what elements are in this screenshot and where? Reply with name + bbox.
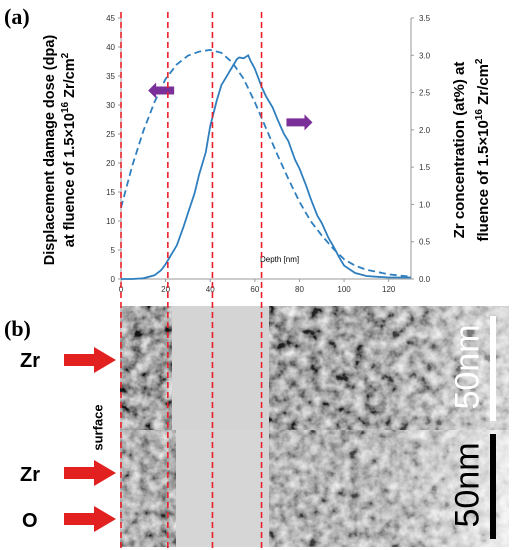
y-tick-label-right: 3.0 xyxy=(419,51,431,60)
red-arrow-zr-2 xyxy=(64,460,116,486)
ylabel-left-line2: at fluence of 1.5×10 xyxy=(62,113,78,247)
y-tick-label-left: 5 xyxy=(111,246,116,255)
y-tick-label-right: 2.0 xyxy=(419,126,431,135)
y-tick-label-left: 30 xyxy=(106,101,115,110)
ylabel-left-line1: Displacement damage dose (dpa) xyxy=(42,35,58,266)
y-ticks-right: 0.0 0.5 1.0 1.5 2.0 2.5 3.0 3.5 xyxy=(411,14,431,284)
x-tick-label: 60 xyxy=(250,285,259,294)
x-tick-label: 100 xyxy=(337,285,351,294)
x-tick-label: 40 xyxy=(206,285,215,294)
svg-text:Zr concentration (at%) at: Zr concentration (at%) at xyxy=(451,62,468,239)
red-arrows xyxy=(64,347,116,532)
ylabel-right-exp2: 2 xyxy=(474,58,485,64)
x-tick-label: 80 xyxy=(295,285,304,294)
ylabel-left-unit: Zr/cm xyxy=(62,58,78,102)
plot-area xyxy=(121,18,411,279)
label-zr-1: Zr xyxy=(20,350,40,372)
x-ticks: 0 20 40 60 80 100 120 xyxy=(119,279,396,294)
ylabel-left-exp2: 2 xyxy=(60,52,71,58)
ylabel-right-line2: fluence of 1.5×10 xyxy=(475,120,492,241)
panel-label-b: (b) xyxy=(4,316,31,341)
ylabel-right-exp: 16 xyxy=(474,109,485,121)
svg-text:fluence of 1.5×1016 Zr/cm2: fluence of 1.5×1016 Zr/cm2 xyxy=(474,58,492,241)
label-zr-2: Zr xyxy=(20,464,40,486)
red-arrow-zr-1 xyxy=(64,347,116,373)
y-tick-label-left: 10 xyxy=(106,217,115,226)
x-tick-label: 20 xyxy=(161,285,170,294)
y-tick-label-right: 1.5 xyxy=(419,163,431,172)
x-tick-label: 120 xyxy=(382,285,396,294)
y-tick-label-left: 40 xyxy=(106,43,115,52)
svg-text:Displacement damage dose (dpa): Displacement damage dose (dpa) xyxy=(42,35,58,266)
y-tick-label-left: 20 xyxy=(106,159,115,168)
x-tick-label: 0 xyxy=(119,285,124,294)
ylabel-right-line1: Zr concentration (at%) at xyxy=(451,62,468,239)
tem-micrograph-top xyxy=(120,306,509,430)
y-tick-label-left: 35 xyxy=(106,72,115,81)
y-tick-label-right: 0.0 xyxy=(419,275,431,284)
red-arrow-o xyxy=(64,506,116,532)
x-axis-title: Depth [nm] xyxy=(260,255,299,264)
y-tick-label-left: 45 xyxy=(106,14,115,23)
y-tick-label-right: 2.5 xyxy=(419,89,431,98)
ylabel-left-exp: 16 xyxy=(60,101,71,113)
series-line-dpa xyxy=(120,48,412,278)
svg-text:at fluence of 1.5×1016 Zr/cm2: at fluence of 1.5×1016 Zr/cm2 xyxy=(60,52,78,247)
series-line-zr-concentration xyxy=(121,53,411,280)
y-tick-label-right: 0.5 xyxy=(419,238,431,247)
scale-bar-top xyxy=(490,316,496,421)
amorphous-band xyxy=(172,306,269,430)
y-tick-label-left: 25 xyxy=(106,130,115,139)
y-tick-label-left: 15 xyxy=(106,188,115,197)
axis-arrow-right xyxy=(286,114,313,131)
label-o: O xyxy=(22,510,38,532)
y-tick-label-left: 0 xyxy=(111,275,116,284)
y-axis-title-right: Zr concentration (at%) at fluence of 1.5… xyxy=(451,58,492,241)
zr-layer-near-surface xyxy=(120,306,172,430)
y-tick-label-right: 1.0 xyxy=(419,200,431,209)
ylabel-right-unit: Zr/cm xyxy=(475,64,492,109)
y-axis-title-left: Displacement damage dose (dpa) at fluenc… xyxy=(42,35,78,266)
scale-bar-bottom xyxy=(490,434,496,539)
panel-label-a: (a) xyxy=(4,4,30,29)
y-tick-label-right: 3.5 xyxy=(419,14,431,23)
tem-micrograph-bottom xyxy=(120,430,509,547)
